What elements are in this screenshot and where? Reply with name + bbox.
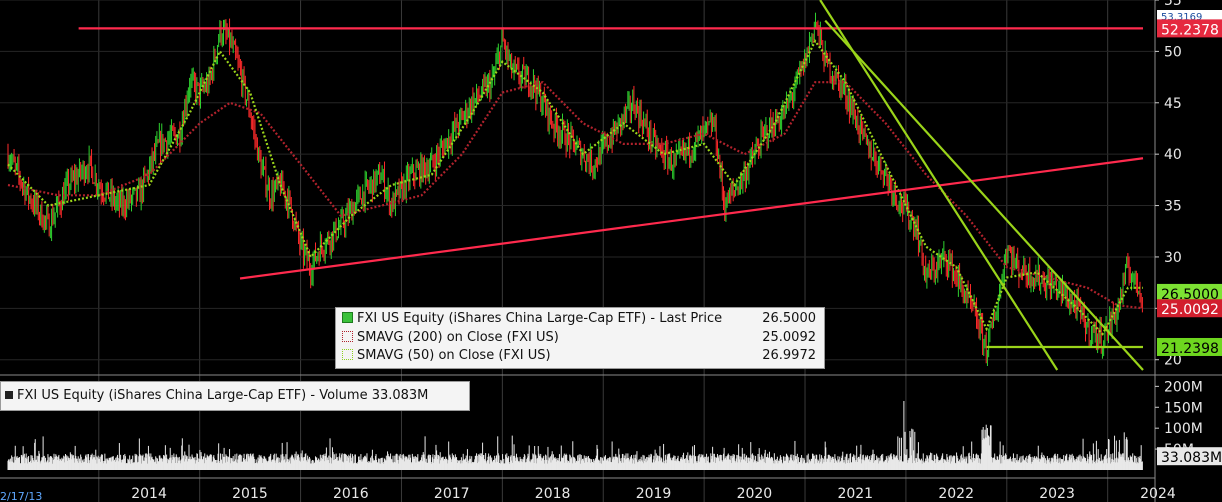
year-tick-label: 2018 (535, 486, 571, 502)
price-swatch-icon (342, 312, 353, 323)
high-tag: 53.3169 (1157, 10, 1222, 23)
year-tick-label: 2019 (636, 486, 672, 502)
legend-sma200-label: SMAVG (200) on Close (FXI US) (357, 330, 559, 345)
legend-price-value: 26.5000 (762, 311, 816, 326)
support-tag-box (1157, 337, 1222, 356)
trendline-down-shallow (824, 19, 1144, 371)
volume-tag-value: 33.083M (1161, 450, 1222, 466)
high-tag-box (1157, 10, 1222, 22)
legend-price-label: FXI US Equity (iShares China Large-Cap E… (357, 311, 723, 326)
legend-volume-label: FXI US Equity (iShares China Large-Cap E… (17, 388, 429, 403)
volume-tick-label: 100M (1164, 421, 1203, 437)
sma200-line (7, 80, 1144, 310)
year-tick-label: 2016 (333, 486, 369, 502)
start-date-label: 2/17/13 (0, 490, 42, 502)
year-tick-label: 2020 (737, 486, 773, 502)
sma200-tag-value: 25.0092 (1161, 302, 1219, 318)
resistance-tag-box (1157, 19, 1222, 38)
legend-sma200-row: SMAVG (200) on Close (FXI US) 25.0092 (342, 329, 816, 347)
year-tick-label: 2017 (434, 486, 470, 502)
sma200-tag-box (1157, 299, 1222, 318)
volume-legend[interactable]: FXI US Equity (iShares China Large-Cap E… (0, 381, 470, 411)
legend-sma50-row: SMAVG (50) on Close (FXI US) 26.9972 (342, 347, 816, 365)
legend-sma200-value: 25.0092 (762, 330, 816, 345)
sma50-line (7, 38, 1143, 336)
price-legend[interactable]: FXI US Equity (iShares China Large-Cap E… (335, 307, 825, 369)
sma50-swatch-icon (342, 349, 353, 360)
legend-sma50-label: SMAVG (50) on Close (FXI US) (357, 348, 551, 363)
price-tick-label: 20 (1164, 353, 1182, 369)
year-tick-label: 2023 (1039, 486, 1075, 502)
last-price-tag: 26.5000 (1157, 283, 1222, 303)
trendline-down-steep (819, 0, 1059, 371)
price-tick-label: 35 (1164, 199, 1182, 215)
volume-swatch-icon (5, 391, 13, 399)
year-tick-label: 2024 (1140, 486, 1176, 502)
resistance-tag-value: 52.2378 (1161, 22, 1219, 38)
legend-sma50-value: 26.9972 (762, 348, 816, 363)
volume-tick-label: 150M (1164, 400, 1203, 416)
support-tag-value: 21.2398 (1161, 341, 1219, 357)
year-tick-label: 2022 (938, 486, 974, 502)
price-tick-label: 55 (1164, 0, 1182, 9)
volume-tick-label: 200M (1164, 379, 1203, 395)
sma200-tag: 25.0092 (1157, 299, 1222, 318)
last-price-tag-box (1157, 283, 1222, 302)
moving-averages (7, 38, 1144, 336)
volume-bars (7, 401, 1143, 470)
volume-tag: 33.083M (1157, 447, 1222, 466)
sma200-swatch-icon (342, 331, 353, 342)
year-tick-label: 2021 (837, 486, 873, 502)
price-tick-label: 30 (1164, 250, 1182, 266)
price-tick-label: 40 (1164, 147, 1182, 163)
year-tick-label: 2014 (131, 486, 167, 502)
trendlines (78, 0, 1144, 371)
resistance-tag: 52.2378 (1157, 19, 1222, 38)
support-tag: 21.2398 (1157, 337, 1222, 357)
trendline-rising (239, 157, 1144, 280)
price-tick-label: 45 (1164, 96, 1182, 112)
high-tag-value: 53.3169 (1161, 12, 1202, 23)
volume-tag-box (1157, 447, 1222, 466)
price-tick-label: 50 (1164, 44, 1182, 60)
legend-price-row: FXI US Equity (iShares China Large-Cap E… (342, 310, 816, 328)
last-price-tag-value: 26.5000 (1161, 287, 1219, 303)
year-tick-label: 2015 (232, 486, 268, 502)
